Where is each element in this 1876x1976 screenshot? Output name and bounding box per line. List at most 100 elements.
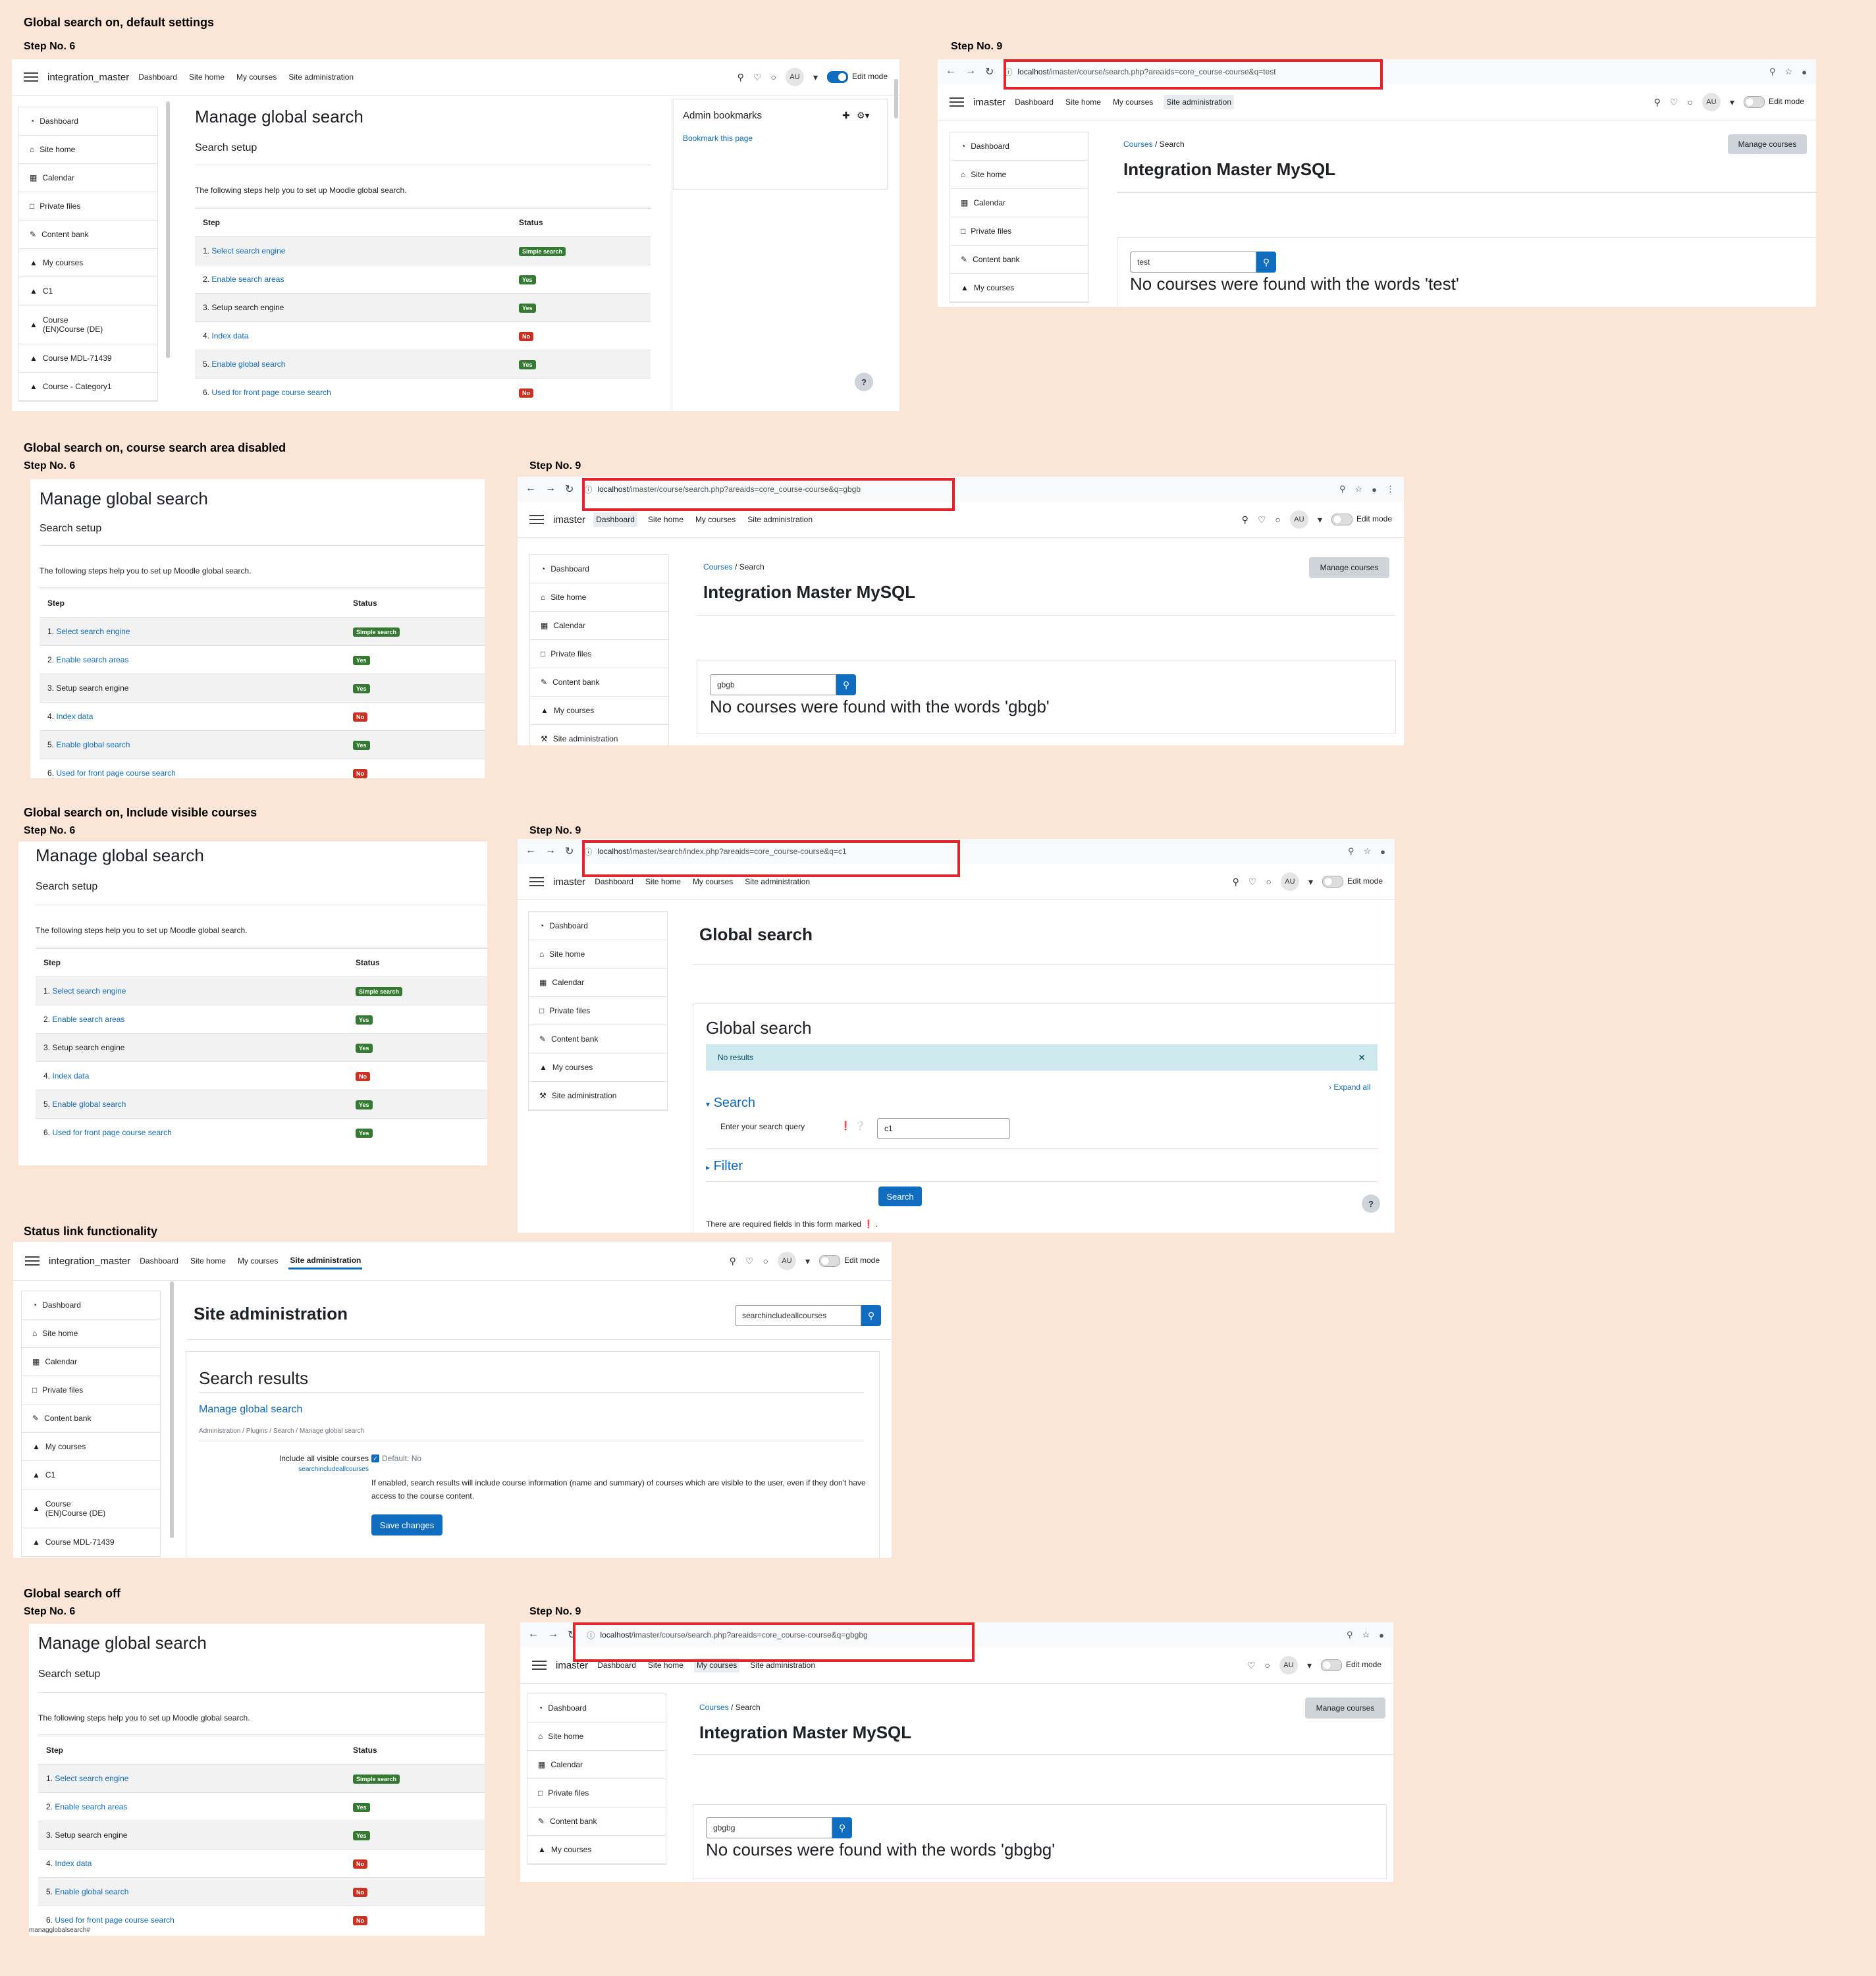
profile-icon[interactable]: ● <box>1802 67 1807 77</box>
sidebar-item-content-bank[interactable]: ✎ Content bank <box>950 246 1088 274</box>
sidebar-item-site-home[interactable]: ⌂ Site home <box>527 1722 666 1751</box>
back-icon[interactable]: ← <box>528 1628 539 1640</box>
address-bar[interactable]: ⓘ localhost/imaster/course/search.php?are… <box>1004 67 1769 78</box>
scrollbar[interactable] <box>166 101 170 358</box>
nav-site-admin[interactable]: Site administration <box>288 1253 363 1269</box>
chat-icon[interactable]: ○ <box>763 1256 768 1266</box>
help-icon[interactable]: ❔ <box>855 1121 866 1131</box>
step-link[interactable]: Used for front page course search <box>56 768 176 778</box>
nav-my-courses[interactable]: My courses <box>1112 97 1154 107</box>
avatar[interactable]: AU <box>777 1252 796 1270</box>
step-link[interactable]: Enable global search <box>211 360 286 369</box>
nav-my-courses[interactable]: My courses <box>236 72 277 82</box>
manage-global-search-link[interactable]: Manage global search <box>199 1404 303 1415</box>
toggle-switch[interactable] <box>818 1255 840 1267</box>
step-link[interactable]: Enable global search <box>52 1100 126 1109</box>
zoom-icon[interactable]: ⚲ <box>1346 1630 1353 1640</box>
step-link[interactable]: Enable global search <box>56 740 130 749</box>
toggle-switch[interactable] <box>1322 876 1343 888</box>
bell-icon[interactable]: ♡ <box>753 71 762 82</box>
step-link[interactable]: Select search engine <box>52 986 126 996</box>
profile-icon[interactable]: ● <box>1379 1630 1384 1640</box>
nav-dashboard[interactable]: Dashboard <box>597 1661 636 1670</box>
nav-dashboard[interactable]: Dashboard <box>140 1256 178 1266</box>
sidebar-item-private-files[interactable]: □ Private files <box>950 217 1088 246</box>
zoom-icon[interactable]: ⚲ <box>1769 67 1776 76</box>
nav-site-home[interactable]: Site home <box>647 515 683 524</box>
sidebar-item-content-bank[interactable]: ✎ Content bank <box>22 1404 160 1433</box>
sidebar-item-my-courses[interactable]: ▲ My courses <box>950 274 1088 302</box>
menu-icon[interactable] <box>950 97 964 107</box>
nav-my-courses[interactable]: My courses <box>692 877 734 886</box>
forward-icon[interactable]: → <box>545 483 556 494</box>
sidebar-item-course-mdl[interactable]: ▲ Course MDL-71439 <box>22 1528 160 1557</box>
site-name[interactable]: integration_master <box>47 71 130 83</box>
sidebar-item-course-cat[interactable]: ▲ Course - Category1 <box>19 373 157 401</box>
bookmark-link[interactable]: Bookmark this page <box>683 134 753 143</box>
menu-icon[interactable] <box>529 515 544 524</box>
site-name[interactable]: imaster <box>556 1659 589 1671</box>
sidebar-item-dashboard[interactable]: ◔ Dashboard <box>950 132 1088 161</box>
avatar[interactable]: AU <box>1279 1656 1298 1674</box>
nav-site-admin[interactable]: Site administration <box>745 877 811 886</box>
toggle-switch[interactable] <box>1320 1659 1342 1671</box>
nav-dashboard[interactable]: Dashboard <box>138 72 177 82</box>
bell-icon[interactable]: ♡ <box>1246 1659 1256 1670</box>
star-icon[interactable]: ☆ <box>1362 1630 1370 1640</box>
sidebar-item-my-courses[interactable]: ▲ My courses <box>530 697 668 725</box>
sidebar-item-content-bank[interactable]: ✎ Content bank <box>529 1025 667 1054</box>
filter-section-toggle[interactable]: ▸ Filter <box>706 1159 743 1174</box>
sidebar-item-content-bank[interactable]: ✎ Content bank <box>527 1807 666 1836</box>
sidebar-item-private-files[interactable]: □ Private files <box>527 1779 666 1807</box>
chevron-down-icon[interactable]: ▾ <box>1306 1659 1312 1670</box>
profile-icon[interactable]: ● <box>1380 846 1385 857</box>
sidebar-item-site-home[interactable]: ⌂ Site home <box>19 136 157 164</box>
forward-icon[interactable]: → <box>548 1628 558 1640</box>
sidebar-item-private-files[interactable]: □ Private files <box>530 640 668 668</box>
move-icon[interactable]: ✚ <box>842 110 850 120</box>
toggle-switch[interactable] <box>1331 514 1353 525</box>
chevron-down-icon[interactable]: ▾ <box>813 71 818 82</box>
step-link[interactable]: Enable search areas <box>52 1015 125 1024</box>
step-link[interactable]: Used for front page course search <box>211 388 331 397</box>
sidebar-item-course-en[interactable]: ▲ Course (EN)Course (DE) <box>19 306 157 344</box>
sidebar-item-my-courses[interactable]: ▲ My courses <box>527 1836 666 1864</box>
kebab-icon[interactable]: ⋮ <box>1386 484 1395 494</box>
forward-icon[interactable]: → <box>545 845 556 856</box>
sidebar-item-site-home[interactable]: ⌂ Site home <box>22 1320 160 1348</box>
step-link[interactable]: Index data <box>211 331 249 340</box>
address-bar[interactable]: ⓘ localhost/imaster/course/search.php?are… <box>584 484 1339 495</box>
site-name[interactable]: imaster <box>553 876 586 888</box>
sidebar-item-dashboard[interactable]: ◔ Dashboard <box>530 555 668 583</box>
nav-site-home[interactable]: Site home <box>1065 97 1101 107</box>
star-icon[interactable]: ☆ <box>1363 846 1372 856</box>
step-link[interactable]: Enable search areas <box>55 1802 128 1811</box>
sidebar-item-dashboard[interactable]: ◔ Dashboard <box>529 912 667 940</box>
address-bar[interactable]: ⓘ localhost/imaster/course/search.php?are… <box>587 1630 1347 1641</box>
close-icon[interactable]: ✕ <box>1358 1052 1366 1063</box>
bell-icon[interactable]: ♡ <box>1248 876 1257 887</box>
nav-site-home[interactable]: Site home <box>647 1661 683 1670</box>
address-bar[interactable]: ⓘ localhost/imaster/search/index.php?area… <box>584 846 1348 857</box>
profile-icon[interactable]: ● <box>1372 484 1377 494</box>
sidebar-item-my-courses[interactable]: ▲ My courses <box>529 1054 667 1082</box>
edit-mode-toggle[interactable]: Edit mode <box>818 1255 880 1267</box>
sidebar-item-private-files[interactable]: □ Private files <box>19 192 157 221</box>
nav-site-admin[interactable]: Site administration <box>288 72 354 82</box>
expand-all-link[interactable]: › Expand all <box>1329 1082 1370 1092</box>
sidebar-item-dashboard[interactable]: ◔ Dashboard <box>527 1694 666 1722</box>
chevron-down-icon[interactable]: ▾ <box>805 1255 810 1266</box>
search-input[interactable]: gbgbg <box>706 1817 832 1838</box>
admin-search-input[interactable]: searchincludeallcourses <box>735 1305 861 1326</box>
manage-courses-button[interactable]: Manage courses <box>1309 557 1389 578</box>
sidebar-item-calendar[interactable]: ▦ Calendar <box>529 969 667 997</box>
sidebar-item-content-bank[interactable]: ✎ Content bank <box>530 668 668 697</box>
chat-icon[interactable]: ○ <box>1687 97 1693 107</box>
bell-icon[interactable]: ♡ <box>1669 96 1678 107</box>
nav-my-courses[interactable]: My courses <box>695 515 736 524</box>
nav-site-home[interactable]: Site home <box>190 1256 226 1266</box>
search-button[interactable]: ⚲ <box>832 1817 852 1838</box>
sidebar-item-c1[interactable]: ▲ C1 <box>22 1461 160 1489</box>
avatar[interactable]: AU <box>1702 93 1721 111</box>
nav-site-admin[interactable]: Site administration <box>1164 95 1235 109</box>
